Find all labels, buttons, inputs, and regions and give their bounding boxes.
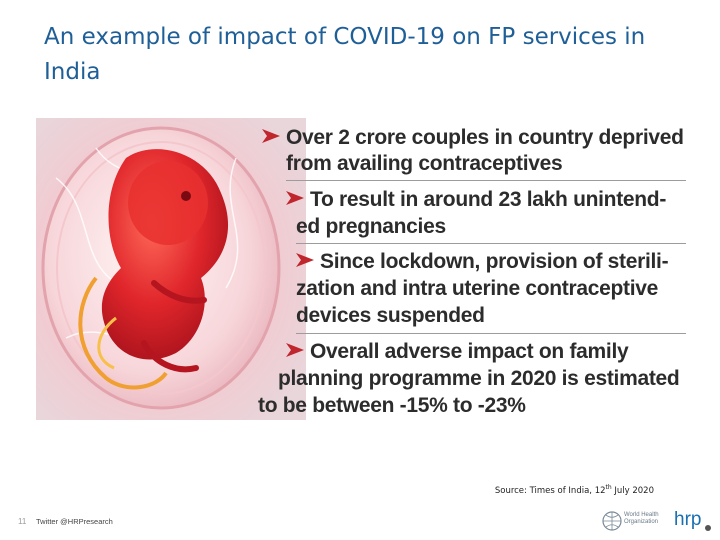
point-4-line2: planning programme in 2020 is estimated <box>278 367 680 390</box>
embryo-illustration <box>36 118 306 420</box>
point-3-cont: zation and intra uterine contraceptive <box>296 275 658 302</box>
source-citation: Source: Times of India, 12th July 2020 <box>495 484 654 496</box>
arrow-icon <box>286 191 304 205</box>
who-emblem-icon <box>602 511 622 531</box>
point-4-cont2: to be between -15% to -23% <box>258 392 526 419</box>
point-3-cont2: devices suspended <box>296 302 485 329</box>
point-1-line1: Over 2 crore couples in country deprived <box>286 126 684 149</box>
point-1: Over 2 crore couples in country deprived <box>262 124 684 151</box>
news-clipping-image: Over 2 crore couples in country deprived… <box>36 118 686 420</box>
slide-title: An example of impact of COVID-19 on FP s… <box>44 24 646 85</box>
page-number: 11 <box>18 517 27 526</box>
point-4-cont: planning programme in 2020 is estimated <box>278 365 680 392</box>
divider <box>286 180 686 181</box>
who-line2: Organization <box>624 519 659 525</box>
divider <box>296 243 686 244</box>
point-4-line3: to be between -15% to -23% <box>258 394 526 417</box>
hrp-logo: hrp <box>674 509 711 531</box>
who-logo-text: World Health Organization <box>624 512 659 526</box>
point-1-cont: from availing contraceptives <box>286 150 563 177</box>
twitter-handle: Twitter @HRPresearch <box>36 517 113 526</box>
point-4: Overall adverse impact on family <box>286 338 629 365</box>
point-2-line2: ed pregnancies <box>296 215 446 238</box>
point-1-line2: from availing contraceptives <box>286 152 563 175</box>
point-2: To result in around 23 lakh unintend- <box>286 186 666 213</box>
divider <box>296 333 686 334</box>
key-points: Over 2 crore couples in country deprived… <box>258 124 686 420</box>
point-3-line3: devices suspended <box>296 304 485 327</box>
point-2-cont: ed pregnancies <box>296 213 446 240</box>
source-date: July 2020 <box>611 485 654 496</box>
source-text: Source: Times of India, 12 <box>494 485 606 496</box>
point-4-line1: Overall adverse impact on family <box>310 340 629 363</box>
arrow-icon <box>262 129 280 143</box>
point-3-line2: zation and intra uterine contraceptive <box>296 277 659 300</box>
who-line1: World Health <box>624 512 659 518</box>
point-3: Since lockdown, provision of sterili- <box>296 248 669 275</box>
point-3-line1: Since lockdown, provision of sterili- <box>320 250 669 273</box>
hrp-wordmark: hrp <box>674 509 701 530</box>
arrow-icon <box>286 343 304 357</box>
source-superscript: th <box>605 484 612 491</box>
arrow-icon <box>296 253 314 267</box>
point-2-line1: To result in around 23 lakh unintend- <box>310 188 667 211</box>
